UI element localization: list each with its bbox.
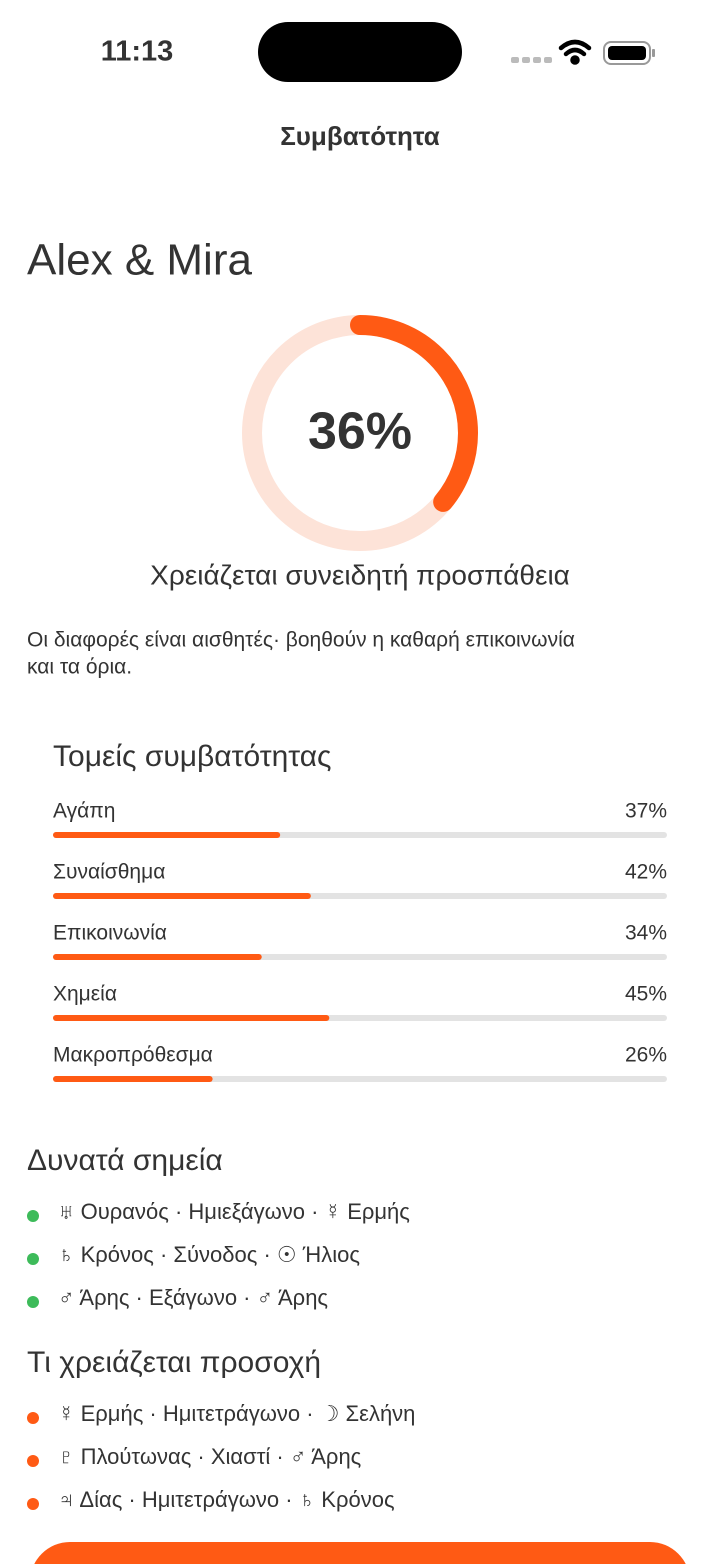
- bullet: [27, 1253, 39, 1265]
- score-label: 36%: [308, 403, 412, 461]
- area-value: 26%: [625, 1044, 667, 1067]
- list-item: ♂ Άρης · Εξάγωνο · ♂ Άρης: [58, 1285, 328, 1310]
- status-time: 11:13: [101, 36, 174, 68]
- couple-name: Alex & Mira: [27, 236, 252, 285]
- bullet: [27, 1296, 39, 1308]
- area-label: Αγάπη: [53, 800, 115, 823]
- score-ring: [242, 315, 478, 551]
- area-label: Συναίσθημα: [53, 861, 165, 884]
- bar: [53, 893, 311, 899]
- bar: [53, 832, 281, 838]
- area-value: 37%: [625, 800, 667, 823]
- bar: [53, 1076, 213, 1082]
- nav-title: Συμβατότητα: [280, 121, 440, 151]
- area-value: 34%: [625, 922, 667, 945]
- wifi-icon: [558, 39, 592, 65]
- list-item: ♃ Δίας · Ημιτετράγωνο · ♄ Κρόνος: [58, 1487, 395, 1512]
- bullet: [27, 1210, 39, 1222]
- list-item: ♇ Πλούτωνας · Χιαστί · ♂ Άρης: [58, 1444, 361, 1469]
- bullet: [27, 1412, 39, 1424]
- area-label: Επικοινωνία: [53, 922, 167, 945]
- section-title: Δυνατά σημεία: [27, 1144, 223, 1177]
- area-label: Μακροπρόθεσμα: [53, 1044, 213, 1067]
- area-label: Χημεία: [53, 983, 117, 1006]
- area-value: 42%: [625, 861, 667, 884]
- bar: [53, 954, 262, 960]
- signal-icon: [511, 57, 552, 63]
- area-value: 45%: [625, 983, 667, 1006]
- bullet: [27, 1455, 39, 1467]
- primary-button[interactable]: [30, 1542, 690, 1564]
- list-item: ☿ Ερμής · Ημιτετράγωνο · ☽ Σελήνη: [58, 1401, 415, 1426]
- section-title: Τι χρειάζεται προσοχή: [27, 1346, 321, 1379]
- bar: [53, 1015, 330, 1021]
- list-item: ♄ Κρόνος · Σύνοδος · ☉ Ήλιος: [58, 1242, 360, 1267]
- section-title: Τομείς συμβατότητας: [53, 740, 332, 773]
- description: και τα όρια.: [27, 656, 132, 679]
- description: Οι διαφορές είναι αισθητές· βοηθούν η κα…: [27, 629, 575, 652]
- list-item: ♅ Ουρανός · Ημιεξάγωνο · ☿ Ερμής: [58, 1199, 410, 1224]
- verdict: Χρειάζεται συνειδητή προσπάθεια: [150, 559, 570, 590]
- dynamic-island: [258, 22, 462, 82]
- bullet: [27, 1498, 39, 1510]
- battery-icon: [603, 41, 655, 65]
